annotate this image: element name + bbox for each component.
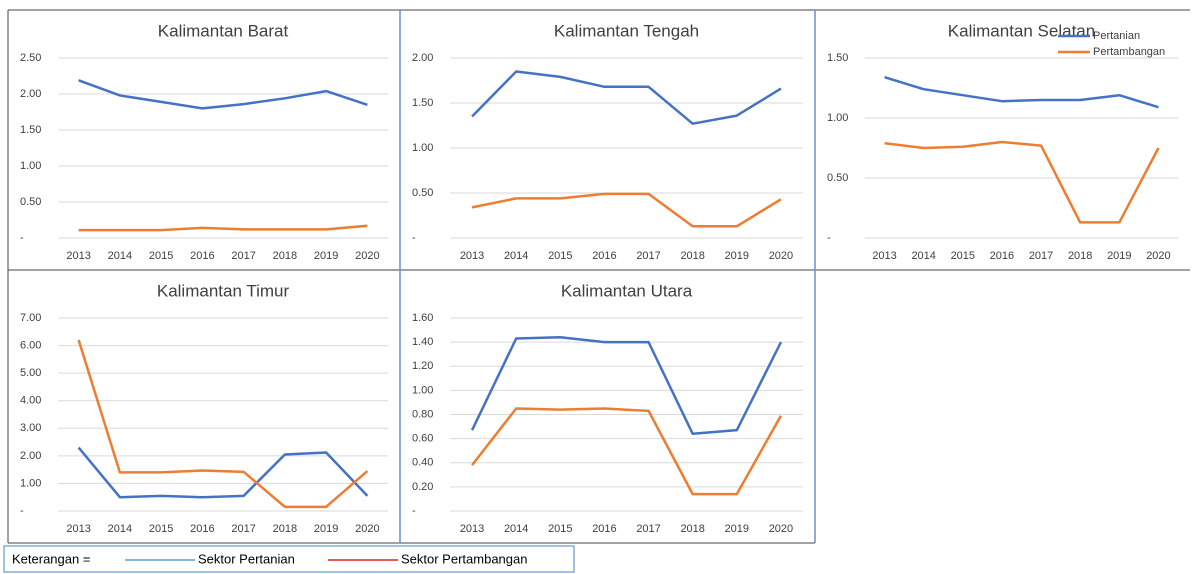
x-tick-label: 2018: [1068, 250, 1092, 262]
x-tick-label: 2015: [548, 250, 572, 262]
y-tick-label: 1.60: [412, 312, 433, 324]
series-line: [471, 407, 783, 496]
x-tick-label: 2020: [355, 250, 379, 262]
y-tick-label: 1.00: [827, 112, 848, 124]
x-tick-label: 2015: [951, 250, 975, 262]
x-tick-label: 2018: [273, 523, 297, 535]
y-tick-label: 1.00: [412, 142, 433, 154]
y-tick-label: 0.80: [412, 408, 433, 420]
y-tick-label: 1.50: [20, 124, 41, 136]
y-tick-label: 1.00: [20, 477, 41, 489]
series-line: [470, 336, 783, 436]
y-tick-label: 1.00: [412, 384, 433, 396]
x-tick-label: 2019: [1107, 250, 1131, 262]
x-tick-label: 2018: [680, 250, 704, 262]
y-tick-label: 5.00: [20, 367, 41, 379]
x-tick-label: 2014: [504, 250, 528, 262]
x-tick-label: 2017: [231, 250, 255, 262]
x-tick-label: 2013: [66, 250, 90, 262]
chart-title: Kalimantan Tengah: [554, 21, 699, 40]
y-tick-label: 3.00: [20, 422, 41, 434]
x-tick-label: 2019: [725, 250, 749, 262]
x-tick-label: 2016: [190, 523, 214, 535]
y-tick-label: 1.40: [412, 336, 433, 348]
chart-title: Kalimantan Timur: [157, 281, 290, 300]
x-tick-label: 2013: [460, 250, 484, 262]
x-tick-label: 2014: [504, 523, 528, 535]
footer-label: Keterangan =: [12, 551, 90, 566]
x-tick-label: 2020: [769, 523, 793, 535]
y-tick-label: -: [20, 505, 24, 517]
x-tick-label: 2018: [680, 523, 704, 535]
chart-title: Kalimantan Utara: [561, 281, 693, 300]
y-tick-label: -: [827, 232, 831, 244]
x-tick-label: 2016: [190, 250, 214, 262]
footer-item: Sektor Pertanian: [198, 551, 295, 566]
legend-label: Pertanian: [1093, 30, 1140, 42]
x-tick-label: 2020: [355, 523, 379, 535]
x-tick-label: 2016: [592, 250, 616, 262]
x-tick-label: 2019: [314, 523, 338, 535]
x-tick-label: 2017: [636, 250, 660, 262]
x-tick-label: 2020: [1146, 250, 1170, 262]
y-tick-label: 2.00: [20, 450, 41, 462]
y-tick-label: 0.50: [412, 187, 433, 199]
y-tick-label: 4.00: [20, 395, 41, 407]
y-tick-label: 2.50: [20, 52, 41, 64]
x-tick-label: 2017: [231, 523, 255, 535]
x-tick-label: 2017: [1029, 250, 1053, 262]
x-tick-label: 2014: [108, 250, 132, 262]
series-line: [78, 79, 368, 110]
y-tick-label: -: [412, 232, 416, 244]
x-tick-label: 2017: [636, 523, 660, 535]
x-tick-label: 2015: [149, 250, 173, 262]
y-tick-label: -: [412, 505, 416, 517]
x-tick-label: 2013: [66, 523, 90, 535]
series-line: [77, 339, 369, 509]
chart-title: Kalimantan Selatan: [948, 21, 1095, 40]
legend-label: Pertambangan: [1093, 46, 1165, 58]
y-tick-label: 6.00: [20, 339, 41, 351]
y-tick-label: 0.50: [827, 172, 848, 184]
x-tick-label: 2016: [592, 523, 616, 535]
series-line: [884, 76, 1159, 109]
x-tick-label: 2019: [725, 523, 749, 535]
series-line: [471, 70, 782, 125]
x-tick-label: 2015: [548, 523, 572, 535]
x-tick-label: 2016: [990, 250, 1014, 262]
y-tick-label: 1.00: [20, 160, 41, 172]
x-tick-label: 2013: [460, 523, 484, 535]
y-tick-label: 0.50: [20, 196, 41, 208]
y-tick-label: 1.50: [412, 97, 433, 109]
chart-title: Kalimantan Barat: [158, 21, 289, 40]
series-line: [884, 140, 1160, 224]
x-tick-label: 2019: [314, 250, 338, 262]
x-tick-label: 2014: [108, 523, 132, 535]
y-tick-label: 2.00: [20, 88, 41, 100]
y-tick-label: 0.40: [412, 457, 433, 469]
x-tick-label: 2015: [149, 523, 173, 535]
x-tick-label: 2018: [273, 250, 297, 262]
series-line: [78, 224, 368, 232]
series-line: [471, 192, 782, 228]
y-tick-label: -: [20, 232, 24, 244]
footer-item: Sektor Pertambangan: [401, 551, 527, 566]
y-tick-label: 0.20: [412, 481, 433, 493]
y-tick-label: 0.60: [412, 433, 433, 445]
y-tick-label: 7.00: [20, 312, 41, 324]
x-tick-label: 2013: [872, 250, 896, 262]
x-tick-label: 2020: [769, 250, 793, 262]
y-tick-label: 1.20: [412, 360, 433, 372]
x-tick-label: 2014: [911, 250, 935, 262]
y-tick-label: 1.50: [827, 52, 848, 64]
series-line: [77, 446, 369, 499]
footer-box: [3, 545, 575, 573]
y-tick-label: 2.00: [412, 52, 433, 64]
